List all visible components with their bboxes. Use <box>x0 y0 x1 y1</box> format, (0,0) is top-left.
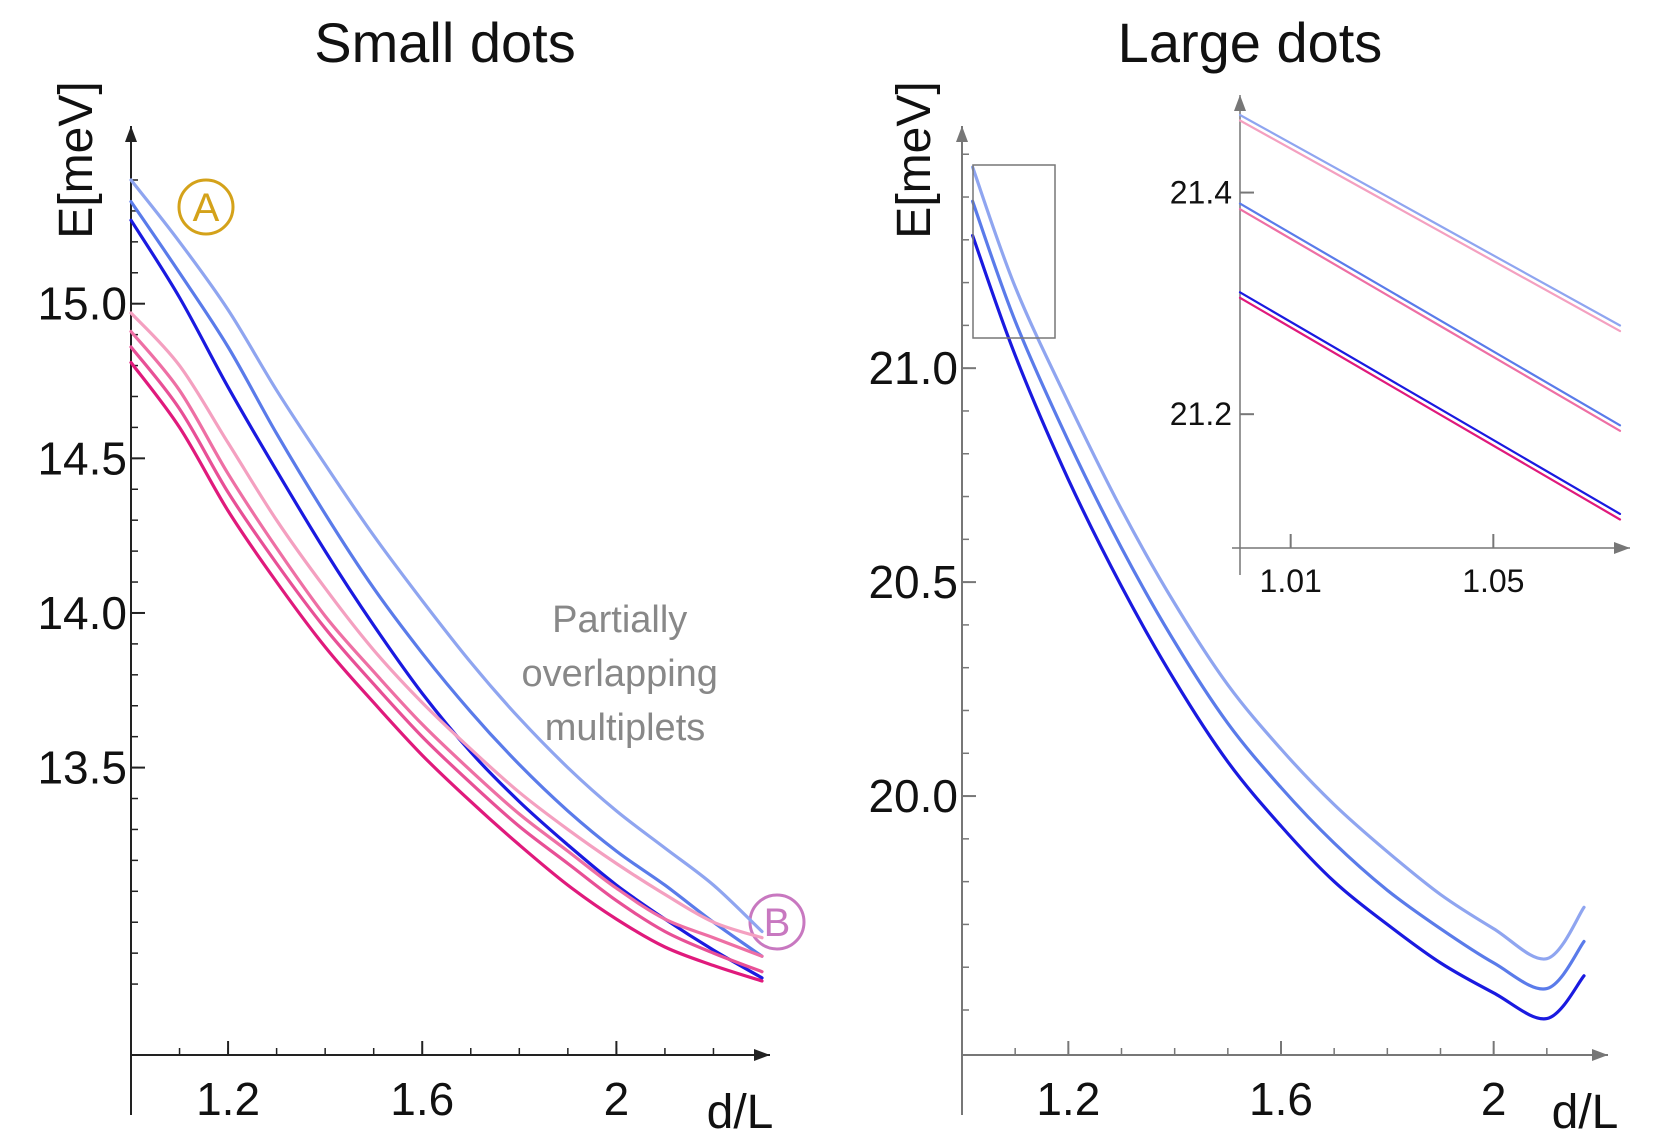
right-x-axis-arrow <box>1592 1049 1608 1061</box>
marker-a: A <box>177 178 235 236</box>
right-y-tick-label: 21.0 <box>868 342 958 394</box>
right-y-tick-label: 20.5 <box>868 556 958 608</box>
left-panel-title: Small dots <box>314 11 575 74</box>
left-series-line <box>129 178 764 934</box>
inset-panel: 21.2 21.4 1.01 1.05 <box>1170 95 1630 599</box>
inset-series-line <box>1238 202 1622 427</box>
left-x-axis-arrow <box>754 1049 770 1061</box>
inset-y-tick-label: 21.2 <box>1170 396 1232 432</box>
left-y-tick-label: 14.5 <box>37 432 127 484</box>
right-series-line <box>971 199 1586 991</box>
left-x-tick-label: 2 <box>604 1073 630 1125</box>
right-series-line <box>971 165 1586 961</box>
marker-b-circle <box>748 893 806 951</box>
left-series-line <box>129 329 764 958</box>
left-x-tick-label: 1.6 <box>390 1073 454 1125</box>
marker-b-label: B <box>764 901 791 945</box>
zoom-region-box <box>972 164 1056 339</box>
right-y-axis-arrow <box>956 126 968 142</box>
right-x-tick-label: 2 <box>1481 1073 1507 1125</box>
overlap-annotation-line-2: overlapping <box>521 653 717 695</box>
inset-series-line <box>1238 113 1622 327</box>
right-y-axis-title: E[meV] <box>888 81 941 238</box>
right-y-tick-label: 20.0 <box>868 770 958 822</box>
inset-series-line <box>1238 119 1622 333</box>
right-x-tick-label: 1.2 <box>1036 1073 1100 1125</box>
left-series-line <box>129 200 764 958</box>
left-y-tick-label: 13.5 <box>37 742 127 794</box>
left-panel: 13.5 14.0 14.5 15.0 1.2 1.6 2 <box>37 126 770 1125</box>
overlap-annotation-line-1: Partially <box>552 599 687 641</box>
left-x-tick-label: 1.2 <box>196 1073 260 1125</box>
left-y-axis-title: E[meV] <box>50 81 103 238</box>
right-panel-title: Large dots <box>1118 11 1383 74</box>
inset-x-tick-label: 1.01 <box>1260 563 1322 599</box>
left-series-line <box>129 311 764 940</box>
inset-y-axis-arrow <box>1234 95 1246 111</box>
left-y-tick-label: 14.0 <box>37 587 127 639</box>
inset-x-axis-arrow <box>1614 542 1630 554</box>
marker-a-label: A <box>193 186 220 230</box>
marker-b: B <box>748 893 806 951</box>
right-series-line <box>971 233 1586 1021</box>
right-x-tick-label: 1.6 <box>1249 1073 1313 1125</box>
left-x-axis-title: d/L <box>707 1086 774 1139</box>
left-y-tick-label: 15.0 <box>37 278 127 330</box>
left-series-line <box>129 345 764 974</box>
left-y-axis-arrow <box>125 126 137 142</box>
inset-series-line <box>1238 208 1622 432</box>
left-series-line <box>129 360 764 983</box>
overlap-annotation-line-3: multiplets <box>545 707 706 749</box>
right-x-axis-title: d/L <box>1552 1086 1619 1139</box>
inset-y-tick-label: 21.4 <box>1170 175 1232 211</box>
marker-a-circle <box>177 178 235 236</box>
right-panel: 20.0 20.5 21.0 1.2 1.6 2 <box>868 126 1608 1125</box>
inset-series-line <box>1238 296 1622 521</box>
inset-x-tick-label: 1.05 <box>1462 563 1524 599</box>
inset-series-line <box>1238 291 1622 515</box>
overlap-annotation: Partially overlapping multiplets <box>521 599 728 749</box>
